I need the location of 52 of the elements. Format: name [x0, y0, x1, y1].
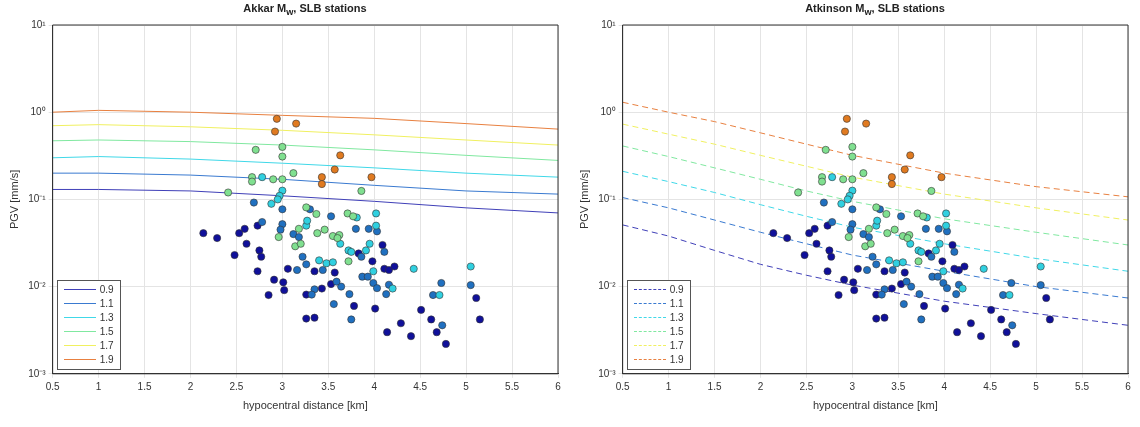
- legend-label: 1.5: [669, 326, 684, 338]
- x-tick-label: 3.5: [891, 380, 906, 392]
- x-tick-label: 2: [187, 380, 194, 392]
- x-tick-label: 5: [1033, 380, 1040, 392]
- x-axis-title: hypocentral distance [km]: [812, 399, 938, 412]
- x-tick-label: 5.5: [505, 380, 520, 392]
- legend-label: 1.9: [99, 354, 114, 366]
- legend-label: 1.1: [669, 298, 684, 310]
- x-tick-label: 6: [555, 380, 562, 392]
- y-tick-label: 10¹: [601, 18, 617, 30]
- legend-label: 1.7: [99, 340, 114, 352]
- y-tick-label: 10⁻¹: [598, 193, 617, 205]
- y-axis-title: PGV [mm/s]: [577, 169, 590, 230]
- legend-label: 1.3: [99, 312, 114, 324]
- x-axis-title: hypocentral distance [km]: [242, 399, 368, 412]
- legend-label: 1.9: [669, 354, 684, 366]
- x-tick-label: 4.5: [983, 380, 998, 392]
- x-tick-label: 6: [1125, 380, 1132, 392]
- legend-label: 0.9: [669, 284, 684, 296]
- legend-label: 1.3: [669, 312, 684, 324]
- x-tick-label: 3.5: [321, 380, 336, 392]
- x-tick-label: 1: [665, 380, 672, 392]
- chart-title: Akkar M$_{w}$, SLB stations: [242, 2, 368, 18]
- y-tick-label: 10⁻¹: [28, 193, 47, 205]
- chart-title: Atkinson M$_{w}$, SLB stations: [804, 2, 946, 18]
- x-tick-label: 5: [463, 380, 470, 392]
- x-tick-label: 2.5: [799, 380, 814, 392]
- x-tick-label: 1: [95, 380, 102, 392]
- legend-label: 1.1: [99, 298, 114, 310]
- y-tick-label: 10⁰: [600, 105, 616, 117]
- x-tick-label: 3: [279, 380, 286, 392]
- y-axis-title: PGV [mm/s]: [7, 169, 20, 230]
- legend-label: 0.9: [99, 284, 114, 296]
- x-tick-label: 2: [757, 380, 764, 392]
- x-tick-label: 4: [941, 380, 948, 392]
- y-tick-label: 10¹: [31, 18, 47, 30]
- x-tick-label: 3: [849, 380, 856, 392]
- y-tick-label: 10⁻³: [28, 367, 47, 379]
- y-tick-label: 10⁻³: [598, 367, 617, 379]
- x-tick-label: 4.5: [413, 380, 428, 392]
- x-tick-label: 5.5: [1075, 380, 1090, 392]
- y-tick-label: 10⁰: [30, 105, 46, 117]
- legend-label: 1.7: [669, 340, 684, 352]
- x-tick-label: 0.5: [45, 380, 61, 392]
- x-tick-label: 0.5: [615, 380, 631, 392]
- y-tick-label: 10⁻²: [598, 280, 617, 292]
- x-tick-label: 1.5: [707, 380, 722, 392]
- y-tick-label: 10⁻²: [28, 280, 47, 292]
- x-tick-label: 4: [371, 380, 378, 392]
- x-tick-label: 2.5: [229, 380, 244, 392]
- legend-label: 1.5: [99, 326, 114, 338]
- x-tick-label: 1.5: [137, 380, 152, 392]
